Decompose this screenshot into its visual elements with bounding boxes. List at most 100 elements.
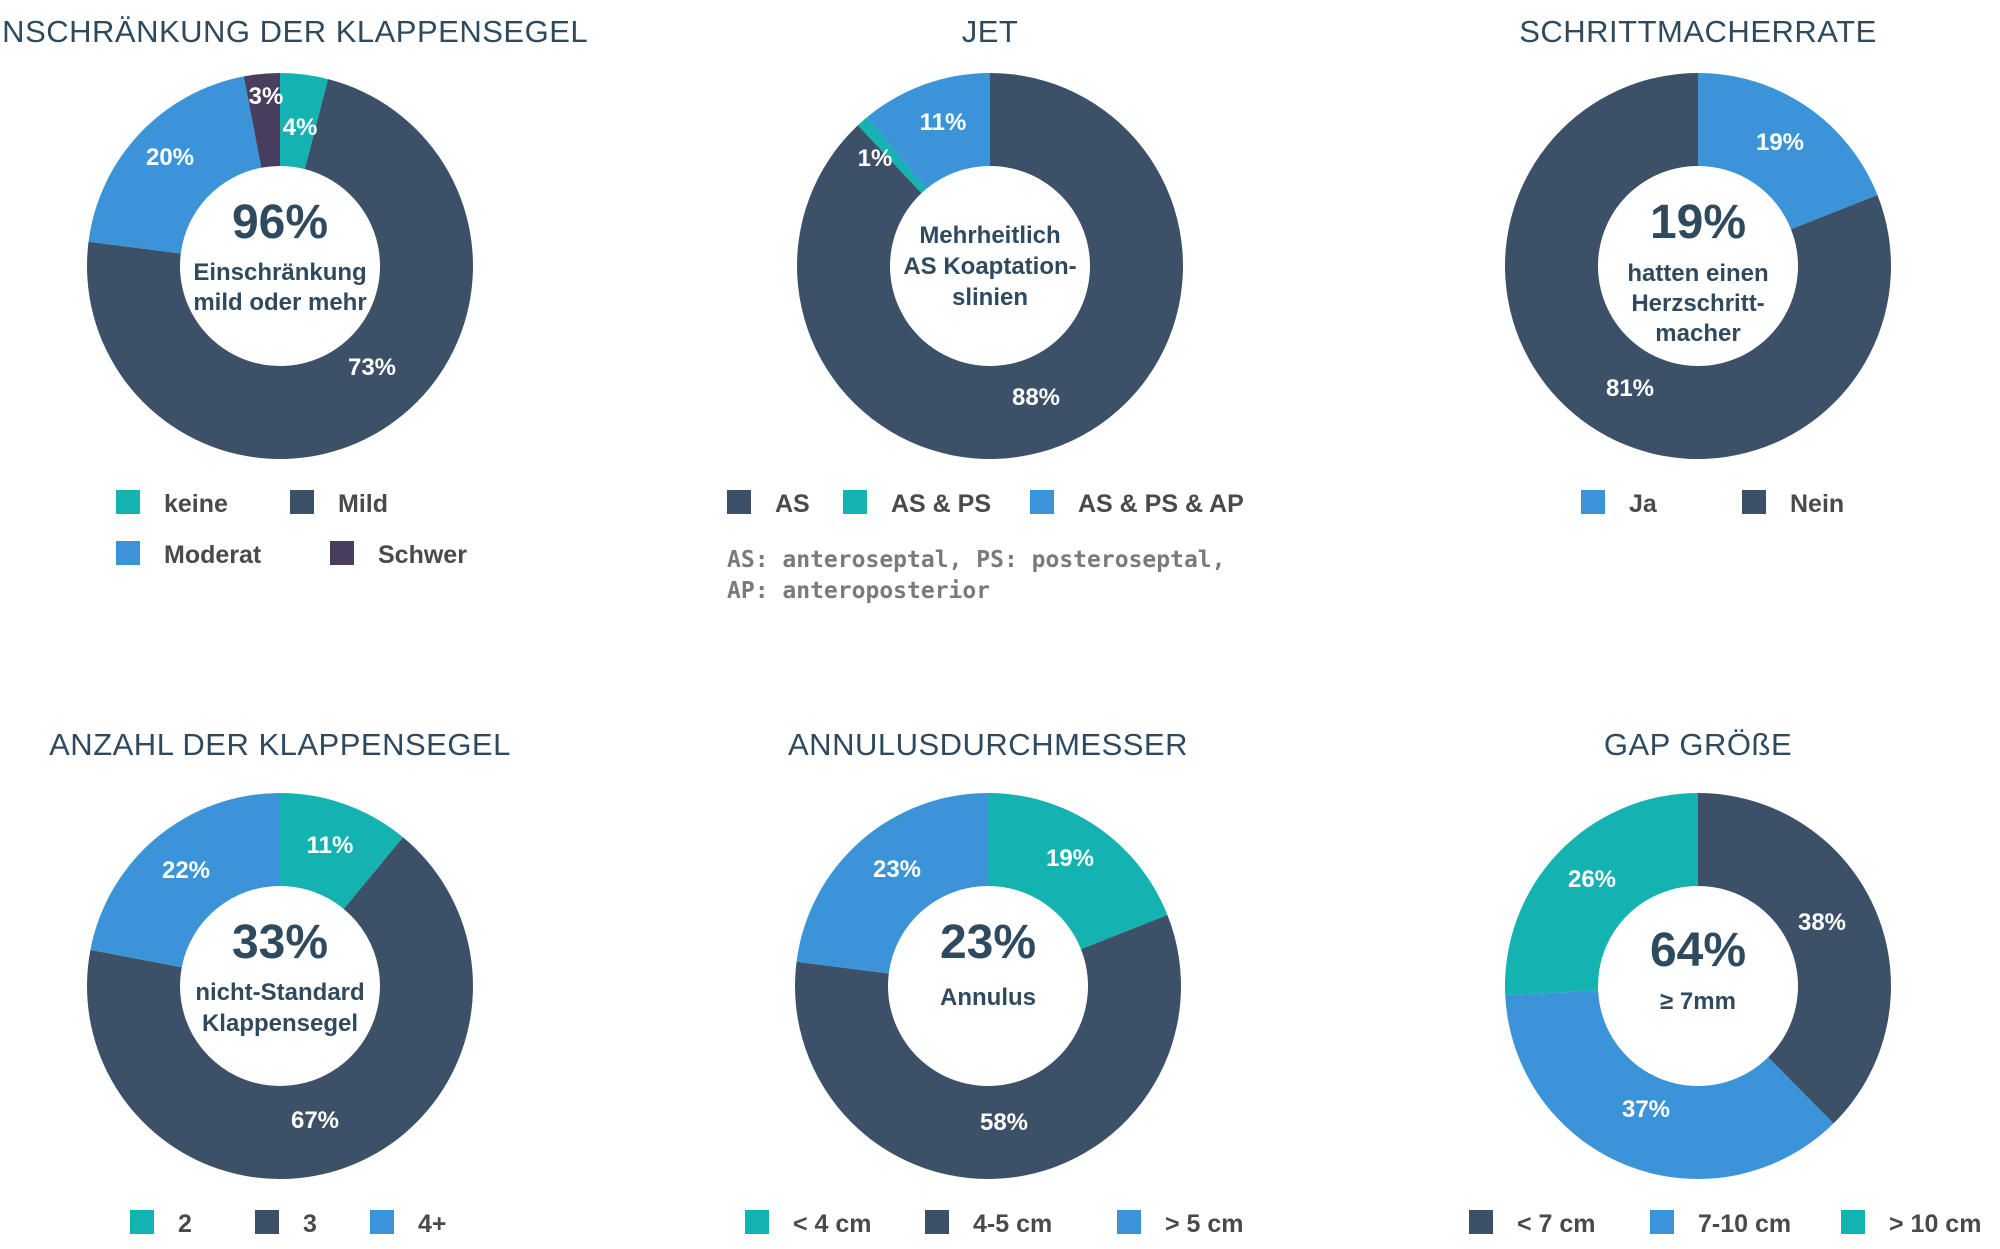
slice-7-10-cm: [1505, 990, 1834, 1179]
legend-label-7-10-cm: 7-10 cm: [1698, 1210, 1791, 1238]
legend-label-nein: Nein: [1790, 490, 1844, 518]
slice-as-and-ps-and-ap: [866, 73, 990, 189]
donut-chart-3: SCHRITTMACHERRATE 19% 81% 19% hatten einen He…: [1505, 14, 1891, 518]
slice-label-3: 67%: [291, 1107, 339, 1134]
center-caption-line: slinien: [952, 284, 1028, 311]
center-caption-line: mild oder mehr: [193, 289, 366, 316]
donut-slices: [87, 793, 473, 1179]
chart-title: JET: [962, 14, 1019, 49]
center-value: 96%: [232, 196, 328, 249]
donut-slices: [1505, 793, 1891, 1179]
legend-swatch-as-and-ps: [843, 490, 867, 514]
abbreviation-note: AS: anteroseptal, PS: posteroseptal,: [727, 547, 1226, 573]
slice-as: [797, 73, 1183, 460]
legend-swatch-as: [727, 490, 751, 514]
center-caption-line: Klappensegel: [202, 1010, 358, 1037]
legend-label-as-and-ps: AS & PS: [891, 490, 991, 518]
legend-swatch-nein: [1742, 490, 1766, 514]
legend-label-lt-4-cm: < 4 cm: [793, 1210, 872, 1238]
chart-title: SCHRITTMACHERRATE: [1519, 14, 1877, 49]
center-caption-line: Annulus: [940, 984, 1036, 1011]
slice-keine: [280, 73, 328, 170]
slice-lt-4-cm: [988, 793, 1168, 950]
legend-swatch-4-5-cm: [925, 1210, 949, 1234]
legend-label-lt-7-cm: < 7 cm: [1517, 1210, 1596, 1238]
slice-nein: [1505, 73, 1891, 459]
center-caption-line: Einschränkung: [193, 259, 366, 286]
chart-title: GAP GRÖßE: [1604, 727, 1792, 762]
legend-label-schwer: Schwer: [378, 541, 467, 569]
slice-label-as-and-ps: 1%: [858, 145, 893, 172]
center-caption-line: Mehrheitlich: [919, 222, 1060, 249]
slice-4-5-cm: [794, 914, 1181, 1179]
legend-label-keine: keine: [164, 490, 228, 518]
legend-swatch-gt-5-cm: [1117, 1210, 1141, 1234]
legend: < 4 cm 4-5 cm > 5 cm: [745, 1210, 1244, 1238]
donut-chart-4: ANZAHL DER KLAPPENSEGEL 11% 67% 22% 33% nicht…: [49, 727, 511, 1238]
slice-gt-5-cm: [796, 793, 988, 974]
legend-swatch-3: [255, 1210, 279, 1234]
legend-swatch-as-and-ps-and-ap: [1030, 490, 1054, 514]
center-value: 23%: [940, 916, 1036, 969]
slice-schwer: [243, 73, 280, 168]
chart-title: EINSCHRÄNKUNG DER KLAPPENSEGEL: [0, 14, 588, 49]
donut-chart-2: JET 88% 1% 11% Mehrheitlich AS Koaptation-sli…: [727, 14, 1244, 604]
donut-slices: [1505, 73, 1891, 459]
center-caption-line: macher: [1655, 320, 1740, 347]
slice-label-4-5-cm: 58%: [980, 1109, 1028, 1136]
center-caption-line: ≥ 7mm: [1660, 988, 1736, 1015]
legend-label-ja: Ja: [1629, 490, 1658, 518]
slice-label-gt-5-cm: 23%: [873, 856, 921, 883]
slice-label-ja: 19%: [1756, 129, 1804, 156]
legend: 2 3 4+: [130, 1210, 447, 1238]
slice-label-gt-10-cm: 26%: [1568, 866, 1616, 893]
legend: keine Mild Moderat Schwer: [116, 490, 467, 569]
slice-label-schwer: 3%: [249, 83, 284, 110]
legend-swatch-ja: [1581, 490, 1605, 514]
legend-label-moderat: Moderat: [164, 541, 262, 569]
slice-2: [280, 793, 404, 909]
slice-gt-10-cm: [1505, 793, 1698, 996]
legend-swatch-lt-7-cm: [1469, 1210, 1493, 1234]
legend-label-4: 4+: [418, 1210, 447, 1238]
slice-as-and-ps: [857, 117, 927, 194]
legend-swatch-gt-10-cm: [1841, 1210, 1865, 1234]
abbreviation-note: AP: anteroposterior: [727, 578, 990, 604]
legend-swatch-schwer: [330, 541, 354, 565]
legend-swatch-4: [370, 1210, 394, 1234]
legend-swatch-moderat: [116, 541, 140, 565]
chart-title: ANZAHL DER KLAPPENSEGEL: [49, 727, 511, 762]
slice-3: [87, 837, 473, 1179]
slice-mild: [87, 79, 474, 460]
legend-swatch-2: [130, 1210, 154, 1234]
legend-swatch-7-10-cm: [1650, 1210, 1674, 1234]
slice-moderat: [88, 76, 262, 254]
slice-label-mild: 73%: [348, 354, 396, 381]
legend-label-as-and-ps-and-ap: AS & PS & AP: [1078, 490, 1244, 518]
center-value: 64%: [1650, 924, 1746, 977]
legend-label-2: 2: [178, 1210, 192, 1238]
slice-lt-7-cm: [1698, 793, 1891, 1124]
legend-label-3: 3: [303, 1210, 317, 1238]
center-caption-line: Herzschritt-: [1631, 290, 1764, 317]
legend: < 7 cm 7-10 cm > 10 cm: [1469, 1210, 1981, 1238]
donut-slices: [87, 73, 474, 460]
center-value: 19%: [1650, 196, 1746, 249]
slice-label-lt-7-cm: 38%: [1798, 909, 1846, 936]
center-caption-line: nicht-Standard: [195, 979, 364, 1006]
legend: AS AS & PS AS & PS & AP: [727, 490, 1244, 518]
slice-label-moderat: 20%: [146, 144, 194, 171]
slice-label-lt-4-cm: 19%: [1046, 845, 1094, 872]
center-caption-line: hatten einen: [1627, 260, 1768, 287]
donut-chart-5: ANNULUSDURCHMESSER 19% 58% 23% 23% Annulus < 4…: [745, 727, 1244, 1238]
slice-label-nein: 81%: [1606, 375, 1654, 402]
legend-label-gt-5-cm: > 5 cm: [1165, 1210, 1244, 1238]
slice-label-keine: 4%: [283, 114, 318, 141]
center-caption-line: AS Koaptation-: [903, 253, 1076, 280]
slice-label-as-and-ps-and-ap: 11%: [920, 109, 967, 136]
donut-slices: [794, 793, 1181, 1179]
legend-label-as: AS: [775, 490, 810, 518]
donut-chart-1: EINSCHRÄNKUNG DER KLAPPENSEGEL 4% 73% 20% 3%…: [0, 14, 588, 569]
slice-label-4: 22%: [162, 857, 210, 884]
center-value: 33%: [232, 916, 328, 969]
